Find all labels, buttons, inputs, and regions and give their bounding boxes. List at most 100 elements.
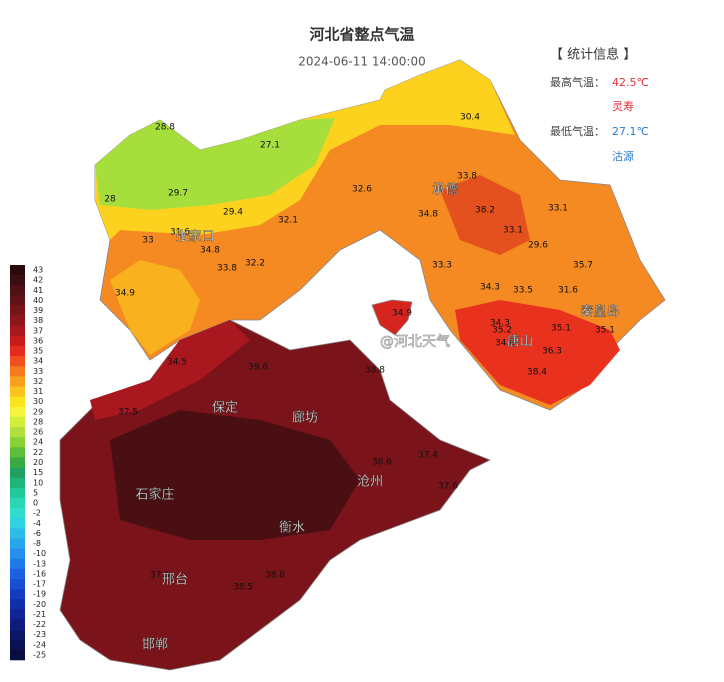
stats-min-place: 沽源 — [612, 149, 634, 163]
legend-swatch — [10, 538, 25, 549]
legend-label: 28 — [33, 417, 43, 426]
legend-swatch — [10, 386, 25, 397]
legend-swatch — [10, 649, 25, 661]
legend-label: 24 — [33, 438, 43, 447]
station-value: 34.3 — [490, 319, 510, 329]
legend-swatch — [10, 518, 25, 529]
stats-min-label: 最低气温： — [550, 124, 605, 138]
map-title: 河北省整点气温 — [309, 26, 414, 44]
legend-label: -6 — [33, 529, 41, 538]
station-value: 30.4 — [460, 113, 480, 123]
legend-label: 26 — [33, 428, 43, 437]
station-value: 32.2 — [245, 259, 265, 269]
legend-swatch — [10, 396, 25, 408]
city-name: 石家庄 — [135, 487, 174, 503]
legend-label: 32 — [33, 377, 43, 386]
station-value: 33 — [142, 236, 153, 246]
legend-swatch — [10, 305, 25, 316]
city-name: 唐山 — [507, 334, 533, 350]
station-value: 34.8 — [495, 339, 515, 349]
legend-swatch — [10, 335, 25, 347]
stats-min-value: 27.1℃ — [612, 125, 649, 138]
legend-label: -2 — [33, 509, 41, 518]
legend-label: 5 — [33, 488, 38, 497]
station-value: 36.3 — [542, 347, 562, 357]
city-name: 邯郸 — [142, 638, 168, 653]
stats-max-place: 灵寿 — [612, 99, 634, 113]
station-value: 37.5 — [118, 408, 138, 418]
legend-label: 33 — [33, 367, 43, 376]
legend-label: -4 — [33, 519, 41, 528]
legend-swatch — [10, 609, 25, 620]
city-name: 沧州 — [357, 474, 383, 490]
legend-label: 34 — [33, 357, 43, 366]
legend-swatch — [10, 315, 25, 327]
legend-swatch — [10, 477, 25, 489]
legend-label: 37 — [33, 326, 43, 335]
legend-swatch — [10, 548, 25, 560]
station-value: 33.1 — [503, 226, 523, 236]
legend-label: -19 — [33, 590, 46, 599]
station-value: 37.4 — [418, 451, 438, 461]
legend-swatch — [10, 497, 25, 509]
legend-swatch — [10, 325, 25, 337]
station-value: 29.7 — [168, 189, 188, 199]
station-value: 28 — [104, 195, 116, 205]
legend-label: 39 — [33, 306, 43, 315]
legend-swatch — [10, 447, 25, 458]
station-value: 34.9 — [392, 309, 412, 319]
legend-label: -23 — [33, 630, 46, 639]
station-value: 28.8 — [155, 123, 175, 133]
legend-label: -22 — [33, 620, 46, 629]
legend-label: 0 — [33, 499, 38, 508]
station-value: 34.3 — [480, 283, 500, 293]
station-value: 29.4 — [223, 208, 243, 218]
map-regions — [59, 59, 666, 671]
legend-swatch — [10, 295, 25, 306]
station-value: 38.2 — [475, 206, 495, 216]
legend-swatch — [10, 487, 25, 499]
station-value: 35.1 — [551, 324, 571, 334]
region-red-core — [440, 175, 530, 255]
legend-swatch — [10, 285, 25, 296]
station-value: 34.9 — [115, 289, 135, 299]
legend-swatch — [10, 457, 25, 468]
legend-label: 38 — [33, 316, 43, 325]
station-value: 38.4 — [527, 368, 547, 378]
station-value: 32.1 — [278, 216, 298, 226]
legend-swatch — [10, 528, 25, 539]
legend-label: 29 — [33, 407, 43, 416]
legend-swatch — [10, 265, 25, 276]
legend-swatch — [10, 639, 25, 651]
legend-label: 41 — [33, 286, 43, 295]
station-value: 33.8 — [457, 172, 477, 182]
station-value: 38.5 — [233, 583, 253, 593]
stations: 28.8 27.1 30.4 29.7 29.4 28 32.6 33.8 38.2 33.1 32… — [104, 113, 615, 593]
station-value: 27.1 — [260, 141, 280, 151]
legend-label: -24 — [33, 640, 46, 649]
city-name: 承德 — [432, 183, 458, 198]
station-value: 34.5 — [167, 358, 187, 368]
station-value: 29.6 — [528, 241, 548, 251]
legend-swatch — [10, 376, 25, 387]
stats-box: 【 统计信息 】 最高气温： 42.5℃ 灵寿 最低气温： 27.1℃ 沽源 — [550, 47, 649, 164]
legend-label: 22 — [33, 448, 43, 457]
legend-swatch — [10, 406, 25, 418]
legend-swatch — [10, 416, 25, 428]
legend-label: 30 — [33, 397, 43, 406]
legend-label: 43 — [33, 266, 43, 275]
legend-swatch — [10, 275, 25, 286]
legend-label: -10 — [33, 549, 46, 558]
legend-label: -8 — [33, 539, 41, 548]
station-value: 31.6 — [558, 286, 578, 296]
legend-swatch — [10, 568, 25, 580]
stats-max-label: 最高气温： — [550, 75, 605, 89]
city-name: 秦皇岛 — [580, 304, 619, 320]
legend-label: -17 — [33, 580, 46, 589]
map-time: 2024-06-11 14:00:00 — [298, 55, 425, 69]
region-red-ne — [455, 300, 620, 405]
city-name: 邢台 — [162, 573, 188, 588]
watermark: @河北天气 — [380, 334, 450, 350]
region-south-core — [110, 410, 360, 540]
